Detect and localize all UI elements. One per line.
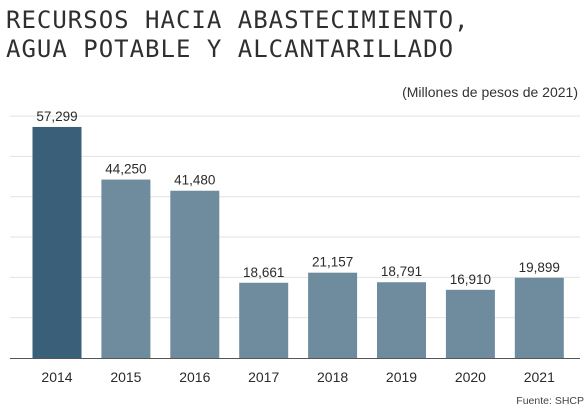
value-label-2015: 44,250 — [105, 162, 146, 177]
x-tick-label-2019: 2019 — [386, 369, 417, 385]
bar-2015 — [101, 179, 151, 358]
bar-2021 — [514, 277, 564, 358]
chart-x-tick-labels: 2014 2015 2016 2017 2018 2019 2020 2021 — [41, 369, 555, 385]
chart-gridlines — [10, 115, 580, 319]
value-label-2016: 41,480 — [174, 173, 215, 188]
bar-2016 — [170, 190, 220, 358]
chart-title-line-1: RECURSOS HACIA ABASTECIMIENTO, — [6, 6, 470, 34]
x-tick-label-2021: 2021 — [524, 369, 555, 385]
value-label-2018: 21,157 — [312, 255, 353, 270]
value-label-2014: 57,299 — [36, 109, 77, 124]
bar-2019 — [377, 282, 426, 358]
chart-title: RECURSOS HACIA ABASTECIMIENTO, AGUA POTA… — [6, 6, 469, 64]
x-tick-label-2017: 2017 — [248, 369, 279, 385]
value-label-2019: 18,791 — [381, 264, 422, 279]
value-label-2021: 19,899 — [519, 260, 560, 275]
chart-subtitle: (Millones de pesos de 2021) — [402, 84, 578, 100]
chart-source: Fuente: SHCP — [516, 395, 584, 407]
x-tick-label-2020: 2020 — [455, 369, 486, 385]
x-tick-label-2018: 2018 — [317, 369, 348, 385]
value-label-2017: 18,661 — [243, 265, 284, 280]
chart-title-line-2: AGUA POTABLE Y ALCANTARILLADO — [6, 35, 455, 63]
bar-2017 — [239, 282, 289, 358]
x-tick-label-2014: 2014 — [41, 369, 72, 385]
value-label-2020: 16,910 — [450, 272, 491, 287]
x-tick-label-2015: 2015 — [110, 369, 141, 385]
bar-2020 — [445, 289, 495, 358]
x-tick-label-2016: 2016 — [179, 369, 210, 385]
chart-bars — [32, 126, 564, 358]
chart-value-labels: 57,299 44,250 41,480 18,661 21,157 18,791 16,9… — [36, 109, 560, 287]
bar-2018 — [308, 272, 358, 358]
bar-2014 — [32, 126, 82, 358]
